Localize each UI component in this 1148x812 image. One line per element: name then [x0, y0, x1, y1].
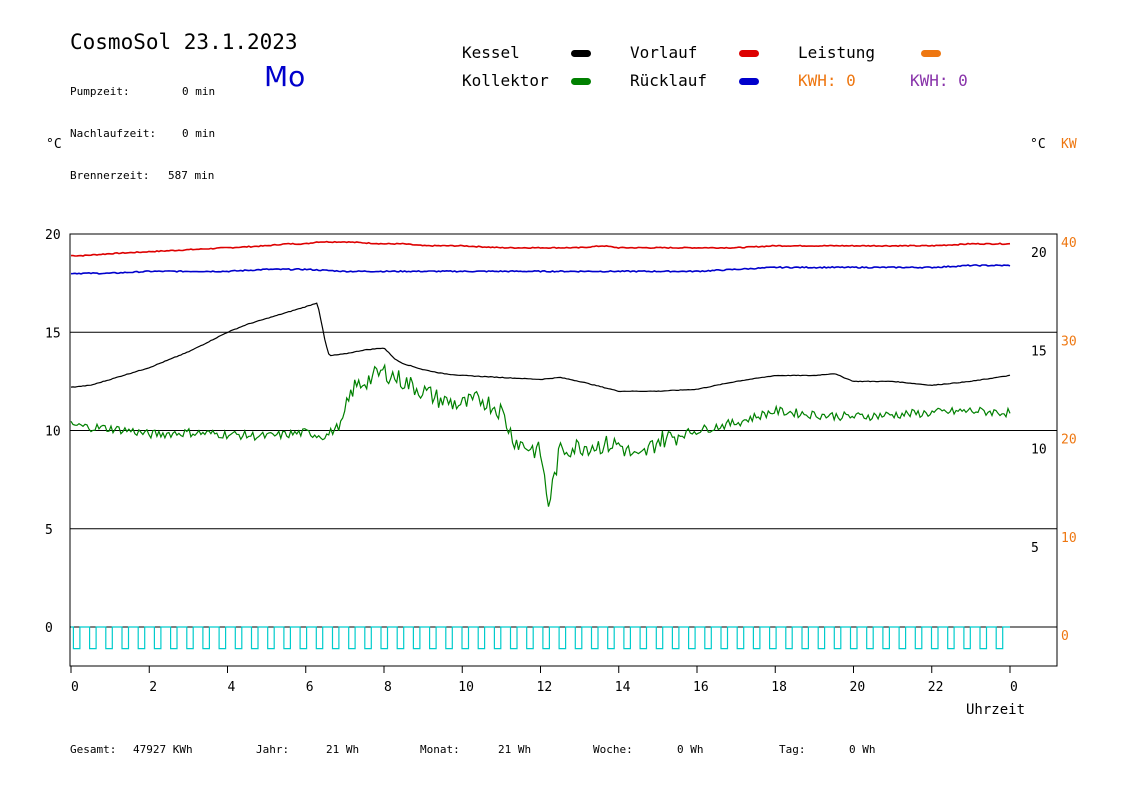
- weekday-label: Mo: [264, 60, 306, 93]
- footer-jahr-label: Jahr:: [256, 743, 290, 756]
- stat-brennerzeit: Brennerzeit: 587 min: [70, 169, 215, 183]
- x-tick-label: 10: [458, 680, 474, 695]
- stat-label: Pumpzeit:: [70, 85, 130, 98]
- x-tick-label: 0: [1010, 680, 1018, 695]
- kw-tick-label: 0: [1061, 629, 1069, 644]
- left-tick-label: 0: [45, 621, 53, 636]
- footer-woche-value: 0 Wh: [677, 743, 704, 756]
- kwh-purple-label: KWH: 0: [910, 71, 968, 90]
- legend-vorlauf-swatch: [739, 50, 759, 57]
- series-group: [70, 240, 1011, 650]
- x-tick-label: 8: [384, 680, 392, 695]
- stat-value: 587 min: [168, 169, 215, 182]
- legend-leistung-swatch: [921, 50, 941, 57]
- legend-ruecklauf-swatch: [739, 78, 759, 85]
- chart-title: CosmoSol 23.1.2023: [70, 30, 298, 54]
- x-tick-label: 6: [306, 680, 314, 695]
- stat-value: 0 min: [182, 127, 216, 140]
- footer-woche-label: Woche:: [593, 743, 633, 756]
- legend-leistung-label: Leistung: [798, 43, 876, 62]
- x-tick-label: 20: [850, 680, 866, 695]
- kw-tick-label: 40: [1061, 236, 1077, 251]
- footer-tag-label: Tag:: [779, 743, 806, 756]
- series-line-kessel: [70, 302, 1011, 393]
- series-line-kollektor: [70, 363, 1011, 507]
- x-tick-label: 16: [693, 680, 709, 695]
- stat-nachlaufzeit: Nachlaufzeit: 0 min: [70, 127, 215, 141]
- kw-tick-label: 30: [1061, 334, 1077, 349]
- legend-kollektor-swatch: [571, 78, 591, 85]
- right-axis-unit: °C: [1030, 137, 1046, 152]
- x-tick-label: 12: [537, 680, 553, 695]
- left-tick-label: 20: [45, 228, 61, 243]
- legend-kessel-label: Kessel: [462, 43, 520, 62]
- stat-value: 0 min: [182, 85, 216, 98]
- left-axis-unit: °C: [46, 137, 62, 152]
- stat-label: Brennerzeit:: [70, 169, 150, 182]
- footer-gesamt-value: 47927 KWh: [133, 743, 193, 756]
- x-tick-label: 0: [71, 680, 79, 695]
- x-tick-label: 22: [928, 680, 944, 695]
- stat-label: Nachlaufzeit:: [70, 127, 157, 140]
- x-tick-label: 2: [149, 680, 157, 695]
- stats-block: Pumpzeit: 0 min Nachlaufzeit: 0 min Brenne…: [70, 57, 215, 197]
- axis-ticks: 20 15 10 5 0 20 15 10 5 40 30 20 10 0 0 2 4 6 8 10 12 14 16 18 2…: [45, 228, 1077, 695]
- right-tick-label: 15: [1031, 344, 1047, 359]
- left-tick-label: 5: [45, 523, 53, 538]
- left-tick-label: 15: [45, 326, 61, 341]
- footer-gesamt-label: Gesamt:: [70, 743, 117, 756]
- kw-tick-label: 20: [1061, 433, 1077, 448]
- kwh-orange-label: KWH: 0: [798, 71, 856, 90]
- right2-axis-unit: KW: [1061, 137, 1077, 152]
- x-tick-label: 4: [228, 680, 236, 695]
- series-line-ruecklauf: [70, 264, 1011, 275]
- plot-frame: [69, 233, 1058, 667]
- grid-lines: [70, 331, 1057, 628]
- x-tick-label: 18: [771, 680, 787, 695]
- footer-tag-value: 0 Wh: [849, 743, 876, 756]
- legend-kollektor-label: Kollektor: [462, 71, 549, 90]
- right-tick-label: 5: [1031, 541, 1039, 556]
- footer-jahr-value: 21 Wh: [326, 743, 360, 756]
- footer-monat-value: 21 Wh: [498, 743, 532, 756]
- right-tick-label: 10: [1031, 443, 1047, 458]
- x-axis-label: Uhrzeit: [966, 702, 1025, 718]
- left-tick-label: 10: [45, 425, 61, 440]
- series-line-pump: [71, 626, 1010, 650]
- legend-vorlauf-label: Vorlauf: [630, 43, 698, 62]
- legend-ruecklauf-label: Rücklauf: [630, 71, 708, 90]
- right-tick-label: 20: [1031, 246, 1047, 261]
- kw-tick-label: 10: [1061, 531, 1077, 546]
- x-tick-label: 14: [615, 680, 631, 695]
- series-line-vorlauf: [71, 240, 1011, 257]
- legend-kessel-swatch: [571, 50, 591, 57]
- stat-pumpzeit: Pumpzeit: 0 min: [70, 85, 215, 99]
- footer-monat-label: Monat:: [420, 743, 460, 756]
